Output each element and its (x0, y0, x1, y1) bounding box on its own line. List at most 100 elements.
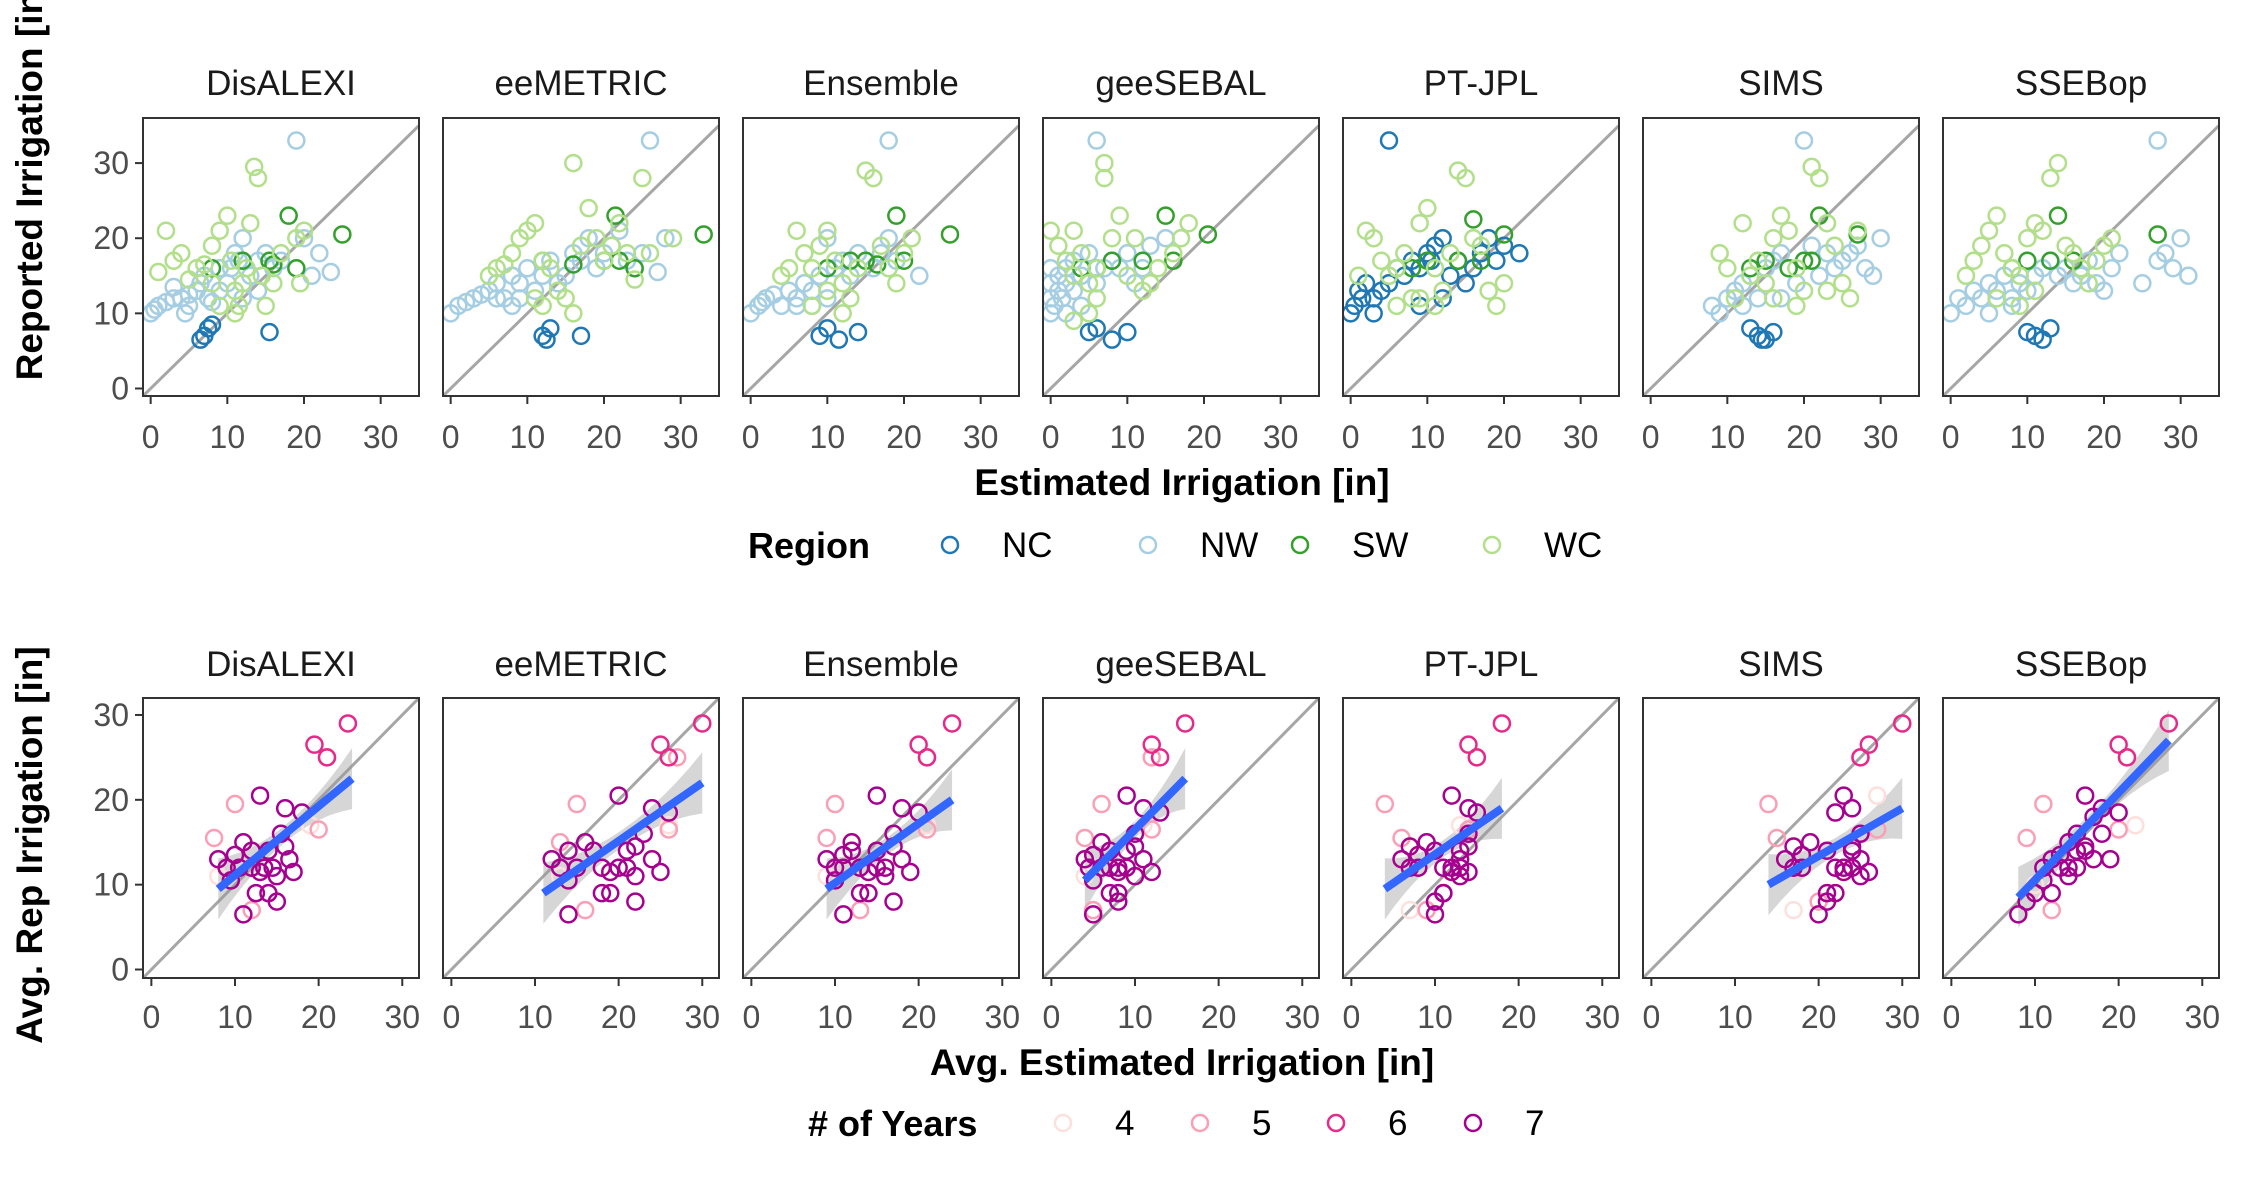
point-nw (2148, 131, 2167, 150)
point-sw (1198, 225, 1218, 244)
point-wc (2079, 274, 2098, 293)
legend-key (1190, 1113, 1210, 1133)
legend-entry-4: 4 (1053, 1104, 1134, 1143)
point-nc (537, 330, 556, 349)
point-6 (693, 714, 712, 733)
point-wc (1095, 153, 1114, 173)
point-wc (1756, 274, 1775, 293)
point-wc (879, 259, 898, 278)
point-wc (825, 251, 845, 271)
point-nw (1987, 281, 2006, 301)
legend-entry-nw: NW (1138, 526, 1258, 565)
point-7 (275, 799, 295, 818)
point-wc (795, 243, 814, 263)
point-wc (1148, 259, 1168, 278)
point-7 (892, 799, 912, 818)
point-7 (1109, 858, 1128, 877)
panel-title: PT-JPL (1424, 64, 1539, 103)
point-nw (287, 131, 306, 150)
point-nw (2110, 243, 2129, 263)
x-tick-label: 30 (1284, 999, 1320, 1035)
point-wc (1817, 213, 1837, 233)
point-wc (1395, 243, 1414, 263)
point-wc (1810, 168, 1829, 188)
point-wc (1833, 274, 1852, 293)
point-7 (559, 905, 578, 924)
point-6 (305, 735, 324, 754)
fit-line (1081, 775, 1189, 884)
point-5 (1142, 820, 1161, 839)
point-7 (2059, 866, 2078, 886)
point-wc (810, 236, 829, 255)
point-wc (1118, 266, 1137, 286)
point-wc (1110, 206, 1129, 225)
bottom-y-axis-title: Avg. Rep Irrigation [in] (9, 646, 50, 1043)
point-wc (1987, 289, 2006, 308)
point-sw (867, 255, 887, 274)
x-tick-label: 10 (510, 419, 546, 455)
point-wc (1079, 274, 1099, 293)
point-nc (829, 330, 849, 349)
panel-title: Ensemble (803, 64, 959, 103)
point-wc (1372, 251, 1391, 271)
point-nw (1771, 243, 1791, 263)
panel-title: Ensemble (803, 645, 959, 684)
point-6 (2159, 714, 2179, 733)
point-nw (879, 131, 898, 150)
point-5 (1092, 794, 1111, 814)
point-wc (610, 213, 629, 233)
point-7 (1083, 905, 1103, 924)
point-7 (1859, 862, 1879, 882)
point-7 (284, 862, 303, 882)
point-5 (667, 748, 687, 767)
point-7 (834, 905, 853, 924)
point-wc (894, 243, 914, 263)
point-wc (902, 228, 921, 248)
point-6 (1492, 714, 1512, 733)
point-nw (198, 289, 218, 308)
point-wc (1794, 281, 1814, 301)
panel-plot-area (1343, 124, 1619, 396)
panel-plot-area (1043, 124, 1319, 396)
point-6 (1175, 714, 1195, 733)
point-wc (1987, 206, 2006, 225)
point-wc (1771, 206, 1791, 225)
point-wc (1095, 168, 1114, 188)
panel-border (1942, 117, 2220, 397)
point-nc (1752, 330, 1772, 349)
x-tick-label: 0 (1642, 419, 1660, 455)
point-wc (1710, 243, 1729, 263)
x-tick-label: 10 (817, 999, 853, 1035)
point-7 (250, 862, 270, 882)
point-sw (1802, 251, 1821, 271)
point-nw (321, 262, 341, 282)
point-wc (617, 243, 637, 263)
point-nc (202, 315, 222, 334)
point-5 (825, 794, 845, 814)
point-nw (294, 228, 314, 248)
point-7 (2109, 803, 2128, 822)
point-wc (1979, 221, 1999, 240)
point-7 (1109, 892, 1128, 911)
fit-line (215, 775, 355, 892)
x-tick-label: 30 (363, 419, 399, 455)
panel-title: SSEBop (2015, 645, 2147, 684)
point-wc (1387, 296, 1406, 316)
x-tick-label: 0 (1042, 419, 1060, 455)
point-7 (842, 832, 861, 852)
panel-border (142, 697, 420, 979)
y-tick-label: 20 (93, 782, 129, 818)
x-tick-label: 0 (1642, 999, 1660, 1035)
point-wc (2010, 266, 2029, 286)
point-wc (2102, 228, 2121, 248)
point-7 (2075, 837, 2095, 856)
point-5 (309, 820, 328, 839)
point-nw (1794, 131, 1814, 150)
point-sw (2048, 206, 2068, 225)
panel-sims: SIMS 0 10 20 30 (1642, 645, 1920, 1035)
point-wc (1072, 243, 1091, 263)
point-7 (1809, 905, 1828, 924)
point-sw (1164, 251, 1183, 271)
panel-plot-area (1943, 124, 2219, 396)
legend-entry-nc: NC (940, 526, 1053, 565)
